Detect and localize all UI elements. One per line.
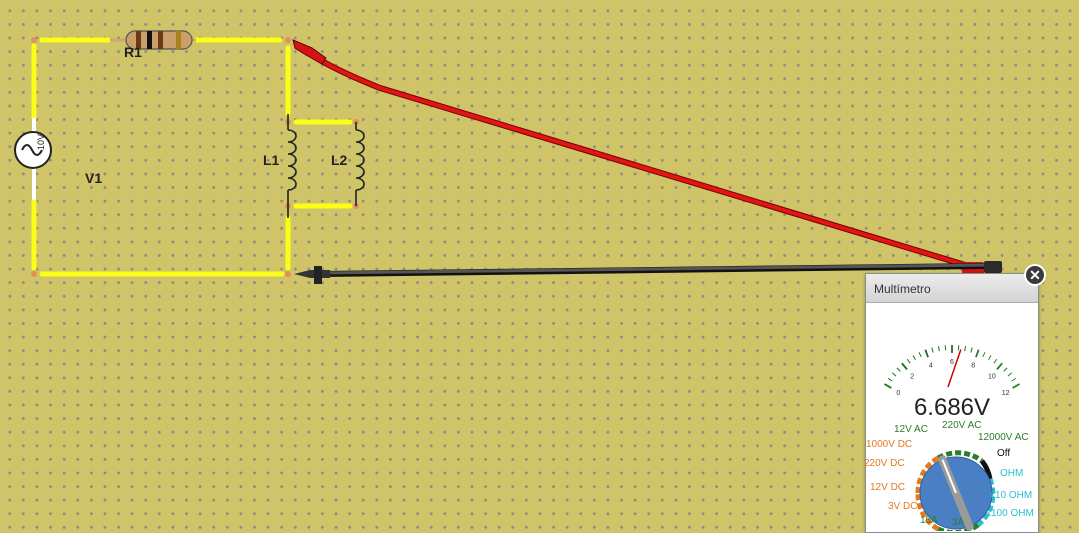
- range-15a[interactable]: 15A: [920, 515, 938, 526]
- wires[interactable]: [34, 40, 350, 274]
- scale-tick: [938, 346, 939, 351]
- scale-tick: [983, 352, 985, 357]
- range-off[interactable]: Off: [997, 448, 1010, 459]
- inductor-l2-label: L2: [331, 152, 347, 168]
- range-x100-ohm[interactable]: x100 OHM: [986, 508, 1034, 519]
- scale-label: 8: [971, 363, 975, 370]
- range-1000v-dc[interactable]: 1000V DC: [866, 439, 912, 450]
- scale-tick: [1004, 368, 1008, 372]
- scale-tick: [902, 363, 907, 369]
- scale-tick: [971, 348, 972, 353]
- scale-tick: [976, 350, 979, 358]
- scale-tick: [919, 352, 921, 357]
- scale-tick: [994, 359, 997, 363]
- nodes: [31, 37, 359, 277]
- resistor-label: R1: [124, 44, 142, 60]
- scale-tick: [932, 348, 933, 353]
- range-x10-ohm[interactable]: x10 OHM: [990, 490, 1032, 501]
- scale-tick: [1012, 378, 1016, 381]
- scale-label: 6: [950, 359, 954, 366]
- close-icon[interactable]: ✕: [1024, 264, 1046, 286]
- scale-tick: [1008, 373, 1012, 376]
- range-3a[interactable]: 3A: [952, 517, 964, 528]
- range-ohm[interactable]: OHM: [1000, 468, 1023, 479]
- resistor-r1[interactable]: [110, 31, 196, 49]
- inductor-l2[interactable]: [356, 122, 364, 206]
- scale-tick: [884, 384, 891, 388]
- scale-tick: [888, 378, 892, 381]
- scale-tick: [989, 355, 992, 359]
- inductor-l1[interactable]: [288, 114, 296, 218]
- multimeter-title[interactable]: Multímetro: [866, 274, 1038, 303]
- scale-label: 4: [929, 363, 933, 370]
- source-label: V1: [85, 170, 102, 186]
- range-220v-dc[interactable]: 220V DC: [864, 458, 905, 469]
- inductor-l1-label: L1: [263, 152, 279, 168]
- scale-tick: [913, 355, 916, 359]
- scale-tick: [907, 359, 910, 363]
- source-value: 10V: [36, 134, 46, 150]
- scale-tick: [892, 373, 896, 376]
- scale-tick: [965, 346, 966, 351]
- range-3v-dc[interactable]: 3V DC: [888, 501, 917, 512]
- scale-tick: [925, 350, 928, 358]
- ac-source-v1[interactable]: [15, 118, 51, 200]
- meter-needle: [948, 350, 961, 387]
- scale-label: 10: [988, 374, 996, 381]
- scale-tick: [897, 368, 901, 372]
- scale-label: 2: [910, 374, 914, 381]
- meter-reading: 6.686V: [866, 394, 1038, 422]
- range-12000v-ac[interactable]: 12000V AC: [978, 432, 1029, 443]
- scale-tick: [1013, 384, 1020, 388]
- probe-positive[interactable]: [293, 40, 984, 274]
- range-220v-ac[interactable]: 220V AC: [942, 420, 981, 431]
- range-12v-dc[interactable]: 12V DC: [870, 482, 905, 493]
- range-12v-ac[interactable]: 12V AC: [894, 424, 928, 435]
- scale-tick: [997, 363, 1002, 369]
